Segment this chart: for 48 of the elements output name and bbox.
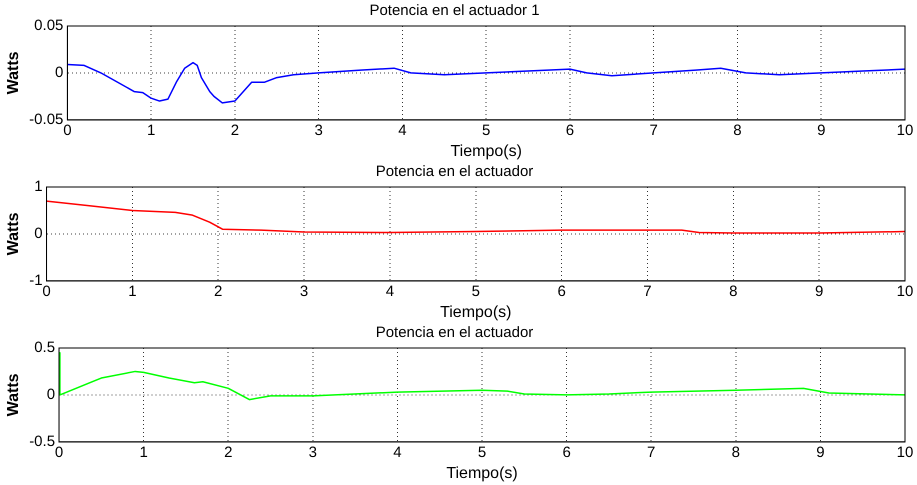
y-tick-label: -0.05 [29,110,64,128]
x-tick-label: 2 [224,444,232,461]
x-tick-label: 4 [398,122,407,139]
x-axis-title: Tiempo(s) [450,142,522,160]
y-tick-label: 0 [55,64,64,82]
x-tick-label: 10 [896,122,914,139]
x-tick-label: 6 [566,122,574,139]
x-tick-label: 7 [643,282,652,300]
x-tick-label: 3 [300,282,308,300]
y-tick-label: 0.5 [34,339,56,356]
x-tick-label: 8 [733,122,742,139]
x-tick-label: 10 [896,282,914,300]
chart-title: Potencia en el actuador [376,324,534,342]
x-tick-label: 4 [393,444,402,461]
x-tick-label: 1 [139,444,148,461]
y-tick-label: 0.05 [34,17,64,34]
y-tick-label: 0 [34,225,43,242]
x-tick-label: 6 [557,282,566,300]
x-tick-label: 1 [146,122,156,139]
x-tick-label: 9 [817,122,826,139]
chart-title: Potencia en el actuador [376,163,534,180]
chart-title: Potencia en el actuador 1 [369,2,540,20]
x-axis-title: Tiempo(s) [440,304,512,321]
x-tick-label: 8 [732,444,740,461]
x-tick-label: 5 [478,444,486,461]
y-tick-label: -1 [29,272,43,289]
x-tick-label: 7 [647,444,656,461]
x-tick-label: 2 [230,122,240,139]
y-tick-label: -0.5 [29,432,56,450]
x-tick-label: 9 [814,282,824,300]
x-tick-label: 3 [314,122,323,139]
x-tick-label: 10 [896,444,914,461]
x-tick-label: 2 [214,282,222,300]
x-tick-label: 6 [562,444,571,461]
x-tick-label: 5 [482,122,490,139]
y-tick-label: 1 [34,178,43,196]
x-tick-label: 5 [472,282,480,300]
x-tick-label: 8 [729,282,738,300]
x-tick-label: 7 [650,122,658,139]
y-axis-title: Watts [5,212,22,256]
y-tick-label: 0 [46,386,56,404]
y-axis-title: Watts [5,51,22,94]
x-axis-title: Tiempo(s) [446,464,518,482]
y-axis-title: Watts [5,373,22,416]
x-tick-label: 9 [816,444,825,461]
x-tick-label: 4 [386,282,394,300]
x-tick-label: 3 [308,444,318,461]
x-tick-label: 1 [128,282,137,300]
